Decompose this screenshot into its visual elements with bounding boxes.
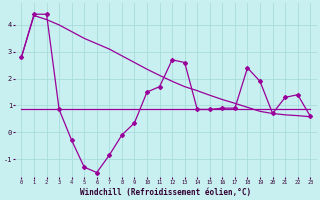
X-axis label: Windchill (Refroidissement éolien,°C): Windchill (Refroidissement éolien,°C) bbox=[80, 188, 252, 197]
